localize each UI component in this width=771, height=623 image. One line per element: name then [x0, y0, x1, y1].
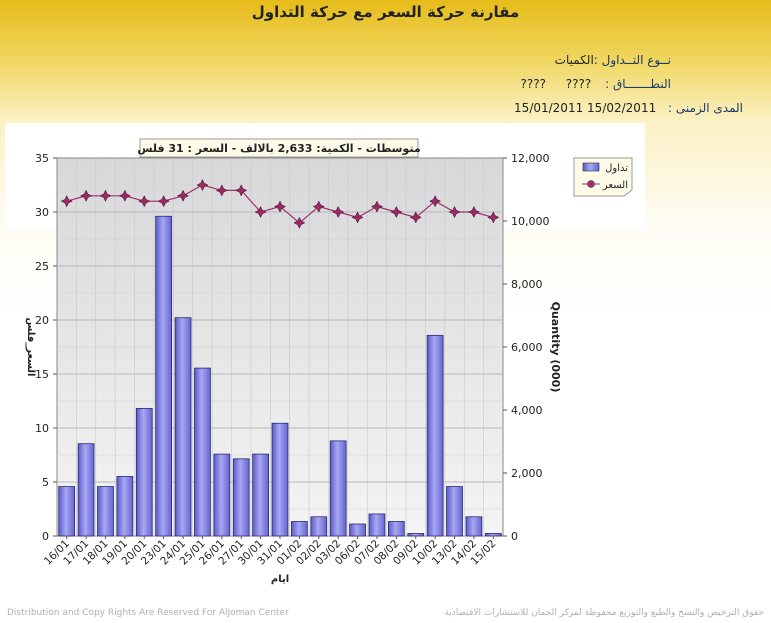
price-point — [351, 211, 364, 224]
trade-type-value: الكميات — [554, 53, 594, 67]
period-label: المدى الزمنى : — [668, 101, 743, 115]
range-value-1: ???? — [565, 77, 592, 91]
price-point — [273, 200, 287, 213]
left-axis-tick-label: 35 — [35, 152, 49, 165]
bar — [465, 516, 483, 537]
price-point — [254, 205, 267, 219]
bar — [329, 440, 347, 537]
bar — [291, 521, 308, 537]
legend-bar-label: تداول — [605, 163, 628, 174]
right-axis-tick-label: 8,000 — [511, 278, 543, 291]
price-point — [448, 205, 461, 219]
price-point — [467, 205, 480, 219]
left-axis-tick-label: 25 — [35, 260, 49, 273]
period-value: 15/02/2011 15/01/2011 — [514, 101, 657, 115]
price-point — [176, 189, 190, 202]
left-axis-title: السعر_فلس — [25, 318, 36, 377]
right-axis-title: Quantity (000) — [549, 302, 562, 393]
range-value-2: ???? — [520, 77, 546, 91]
left-axis-tick-label: 5 — [42, 476, 49, 489]
bar — [387, 521, 405, 537]
price-point — [370, 200, 384, 213]
range-row: النطـــــــاق : ???? ???? — [520, 77, 671, 91]
price-point — [215, 184, 228, 197]
bar — [426, 334, 444, 537]
price-point — [312, 200, 325, 213]
trade-type-label: نــوع التــداول : — [593, 53, 671, 67]
price-point — [60, 195, 73, 208]
bar — [194, 367, 211, 537]
bar — [58, 486, 76, 537]
price-point — [429, 195, 442, 208]
bar — [97, 486, 114, 537]
x-axis-title: ايام — [271, 574, 289, 585]
left-axis-tick-label: 10 — [35, 422, 49, 435]
price-point — [196, 178, 209, 192]
right-axis-tick-label: 12,000 — [511, 152, 550, 165]
bar — [155, 215, 173, 537]
legend: تداول السعر — [573, 157, 633, 197]
left-axis-tick-label: 0 — [42, 530, 49, 543]
legend-line-marker — [587, 180, 595, 188]
range-label: النطـــــــاق : — [605, 77, 671, 91]
price-point — [390, 205, 403, 219]
bar — [446, 486, 463, 537]
bar — [252, 453, 269, 537]
legend-bar-swatch — [582, 162, 600, 172]
bar — [407, 533, 425, 537]
footer-copyright-ar: حقوق الترخيص والنسخ والطبع والتوزيع محفو… — [444, 608, 764, 618]
bar — [116, 476, 134, 537]
bar — [368, 513, 386, 537]
left-axis-tick-label: 15 — [35, 368, 49, 381]
annotation-box: متوسطات - الكمية: 2,633 بالالف - السعر :… — [137, 138, 421, 158]
bar — [484, 533, 502, 537]
bar-series — [58, 215, 502, 537]
legend-line-label: السعر — [602, 180, 628, 191]
page-title: مقارنة حركة السعر مع حركة التداول — [251, 3, 520, 21]
left-axis-tick-label: 20 — [35, 314, 49, 327]
bar — [232, 458, 250, 537]
footer-copyright-en: Distribution and Copy Rights Are Reserve… — [7, 608, 289, 618]
price-point — [235, 184, 248, 197]
price-point — [118, 189, 131, 202]
price-point — [80, 189, 93, 202]
line-series — [60, 178, 500, 229]
bar — [174, 317, 192, 537]
bar — [135, 408, 153, 537]
price-point — [409, 211, 422, 224]
bar — [349, 523, 366, 537]
price-volume-chart: 0 5 10 15 20 25 30 35 0 2,000 4,000 6,000 8,000 10,00… — [25, 138, 633, 585]
bar — [310, 516, 328, 537]
price-point — [99, 189, 112, 202]
price-point — [487, 211, 500, 224]
right-axis-tick-label: 0 — [511, 530, 518, 543]
annotation-text: متوسطات - الكمية: 2,633 بالالف - السعر :… — [137, 142, 420, 155]
right-axis-tick-label: 6,000 — [511, 341, 543, 354]
right-axis-tick-label: 2,000 — [511, 467, 543, 480]
bar — [213, 453, 231, 537]
right-axis-tick-label: 10,000 — [511, 215, 550, 228]
period-row: المدى الزمنى : 15/02/2011 15/01/2011 — [514, 101, 743, 115]
trade-type-row: نــوع التــداول :الكميات — [555, 53, 671, 67]
price-point — [332, 205, 345, 219]
price-point — [293, 216, 306, 229]
right-axis-tick-label: 4,000 — [511, 404, 543, 417]
bar — [77, 443, 95, 537]
price-point — [157, 195, 170, 208]
left-axis-tick-label: 30 — [35, 206, 49, 219]
bar — [271, 422, 289, 537]
price-point — [138, 195, 151, 208]
